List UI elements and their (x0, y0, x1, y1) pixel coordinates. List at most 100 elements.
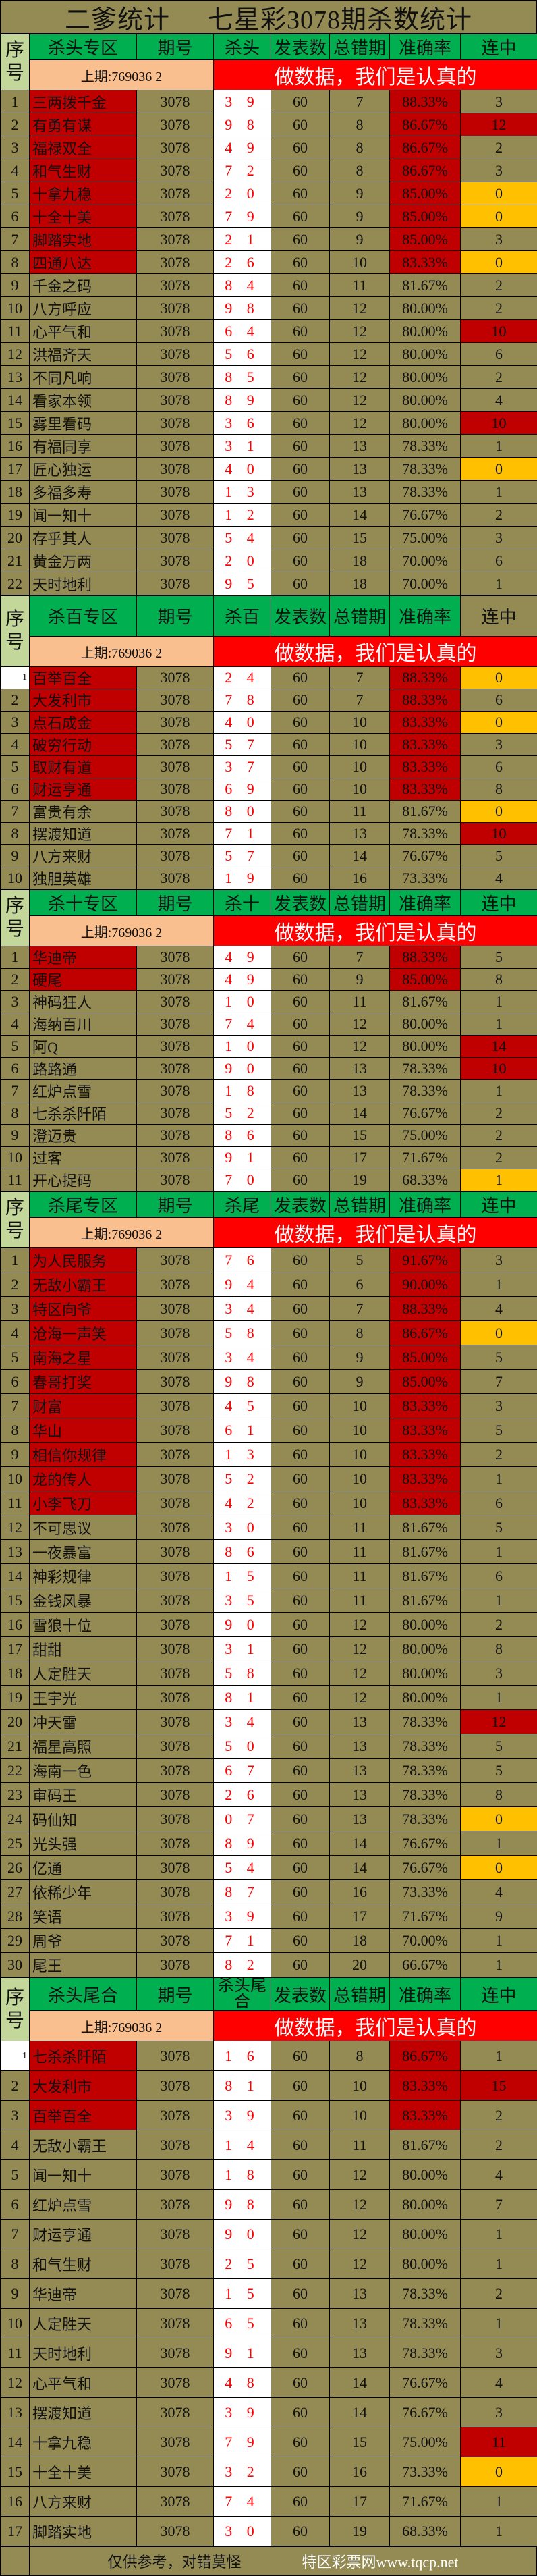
period: 3078 (137, 228, 214, 251)
accuracy: 83.33% (390, 734, 461, 756)
row-seq: 26 (1, 1856, 30, 1880)
kill-numbers: 3 9 (214, 2101, 271, 2130)
row-seq: 5 (1, 756, 30, 778)
expert-name: 神码狂人 (30, 991, 137, 1013)
accuracy: 81.67% (390, 2130, 461, 2160)
period: 3078 (137, 481, 214, 504)
kill-numbers: 5 4 (214, 1856, 271, 1880)
accuracy: 80.00% (390, 1686, 461, 1710)
kill-numbers: 2 6 (214, 1783, 271, 1807)
published-count: 60 (271, 113, 330, 136)
kill-numbers: 8 1 (214, 2071, 271, 2101)
expert-name: 十全十美 (30, 205, 137, 228)
total-errors: 12 (330, 2220, 390, 2249)
row-seq: 6 (1, 1058, 30, 1080)
accuracy: 71.67% (390, 1147, 461, 1169)
streak: 5 (461, 1515, 537, 1540)
streak: 0 (461, 667, 537, 689)
total-errors: 12 (330, 1013, 390, 1036)
kill-numbers: 5 8 (214, 1321, 271, 1345)
total-errors: 12 (330, 412, 390, 435)
accuracy: 76.67% (390, 845, 461, 867)
period: 3078 (137, 689, 214, 712)
streak: 6 (461, 343, 537, 366)
total-errors: 8 (330, 113, 390, 136)
kill-numbers: 9 5 (214, 572, 271, 595)
period: 3078 (137, 549, 214, 572)
accuracy: 68.33% (390, 1169, 461, 1191)
accuracy: 81.67% (390, 274, 461, 297)
expert-name: 神彩规律 (30, 1564, 137, 1588)
published-count: 60 (271, 1856, 330, 1880)
published-count: 60 (271, 1102, 330, 1125)
expert-name: 码仙知 (30, 1807, 137, 1831)
header-row: 序号杀百专区期号杀百发表数总错期准确率连中 (1, 596, 537, 637)
kill-numbers: 6 9 (214, 778, 271, 801)
kill-numbers: 3 2 (214, 2457, 271, 2487)
expert-name: 天时地利 (30, 2338, 137, 2368)
expert-name: 红炉点雪 (30, 1080, 137, 1102)
period: 3078 (137, 2160, 214, 2190)
total-errors: 14 (330, 1102, 390, 1125)
row-seq: 9 (1, 1125, 30, 1147)
expert-name: 百举百全 (30, 667, 137, 689)
expert-name: 人定胜天 (30, 2309, 137, 2338)
period: 3078 (137, 320, 214, 343)
last-draw: 上期:769036 2 (30, 637, 214, 667)
period: 3078 (137, 1147, 214, 1169)
row-seq: 2 (1, 689, 30, 712)
period: 3078 (137, 1880, 214, 1904)
period: 3078 (137, 2130, 214, 2160)
accuracy: 80.00% (390, 389, 461, 412)
published-count: 60 (271, 251, 330, 274)
row-seq: 6 (1, 778, 30, 801)
period: 3078 (137, 1297, 214, 1321)
kill-numbers: 1 5 (214, 2279, 271, 2309)
row-seq: 6 (1, 2190, 30, 2220)
streak: 1 (461, 572, 537, 595)
published-count: 60 (271, 2220, 330, 2249)
accuracy: 78.33% (390, 1734, 461, 1759)
total-errors: 6 (330, 1272, 390, 1297)
kill-numbers: 3 1 (214, 435, 271, 458)
row-seq: 19 (1, 504, 30, 527)
kill-numbers: 9 8 (214, 113, 271, 136)
streak: 3 (461, 1661, 537, 1686)
period: 3078 (137, 2071, 214, 2101)
accuracy: 78.33% (390, 1759, 461, 1783)
kill-numbers: 5 8 (214, 1661, 271, 1686)
row-seq: 10 (1, 867, 30, 890)
kill-numbers: 7 2 (214, 159, 271, 182)
streak: 6 (461, 549, 537, 572)
streak: 1 (461, 1831, 537, 1856)
period: 3078 (137, 1345, 214, 1370)
footer-site: 特区彩票网www.tqcp.net (302, 2554, 459, 2571)
published-count: 60 (271, 2487, 330, 2517)
accuracy: 81.67% (390, 991, 461, 1013)
column-header-errors: 总错期 (330, 890, 390, 916)
expert-name: 富贵有余 (30, 801, 137, 823)
period: 3078 (137, 2101, 214, 2130)
streak: 3 (461, 1248, 537, 1272)
expert-name: 洪福齐天 (30, 343, 137, 366)
expert-name: 冲天雷 (30, 1710, 137, 1734)
period: 3078 (137, 1515, 214, 1540)
row-seq: 17 (1, 458, 30, 481)
row-seq: 11 (1, 320, 30, 343)
period: 3078 (137, 1637, 214, 1661)
column-header-errors: 总错期 (330, 1978, 390, 2011)
streak: 5 (461, 1734, 537, 1759)
